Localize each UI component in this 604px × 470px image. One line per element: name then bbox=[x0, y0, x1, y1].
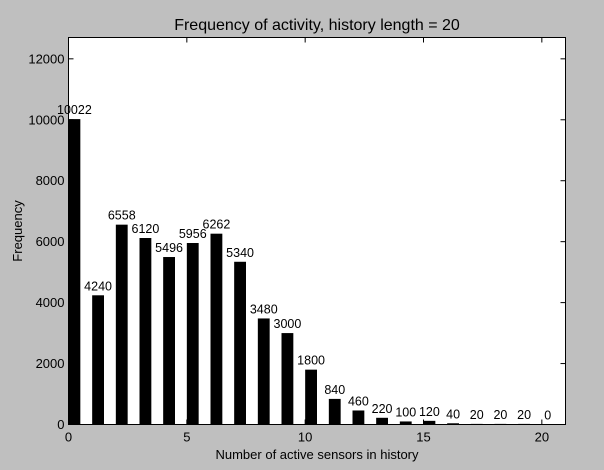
x-axis-ticks: 0 5 10 15 20 bbox=[65, 37, 549, 445]
bar bbox=[139, 238, 152, 425]
bar bbox=[494, 423, 507, 425]
bar bbox=[423, 420, 436, 425]
x-tick-label: 10 bbox=[298, 430, 312, 445]
data-label: 220 bbox=[372, 402, 393, 416]
x-tick-label: 20 bbox=[535, 430, 549, 445]
data-label: 840 bbox=[324, 383, 345, 397]
chart-title: Frequency of activity, history length = … bbox=[174, 17, 460, 34]
data-label: 3480 bbox=[250, 302, 278, 316]
bar bbox=[210, 233, 223, 425]
bar bbox=[518, 423, 530, 425]
data-label: 5956 bbox=[179, 227, 207, 241]
bar bbox=[234, 261, 246, 425]
y-tick-label: 2000 bbox=[36, 356, 65, 371]
data-label: 100 bbox=[395, 405, 416, 419]
data-label: 20 bbox=[493, 408, 507, 422]
x-tick-label: 0 bbox=[65, 430, 72, 445]
y-tick-label: 10000 bbox=[28, 112, 64, 127]
y-tick-label: 12000 bbox=[28, 51, 64, 66]
data-label: 0 bbox=[544, 409, 551, 423]
data-label: 5340 bbox=[226, 246, 254, 260]
bar bbox=[186, 243, 199, 425]
x-axis-label: Number of active sensors in history bbox=[215, 447, 419, 462]
y-tick-label: 4000 bbox=[36, 295, 65, 310]
data-label: 4240 bbox=[84, 279, 112, 293]
bar bbox=[447, 423, 459, 425]
bar bbox=[115, 224, 128, 425]
data-label: 40 bbox=[446, 407, 460, 421]
data-label: 10022 bbox=[57, 103, 92, 117]
y-axis-label: Frequency bbox=[10, 200, 25, 262]
bar bbox=[376, 417, 388, 425]
bar bbox=[328, 398, 341, 425]
data-label: 20 bbox=[470, 408, 484, 422]
data-label: 6558 bbox=[108, 209, 136, 223]
y-tick-label: 6000 bbox=[36, 234, 65, 249]
y-tick-label: 0 bbox=[57, 417, 64, 432]
data-label: 6262 bbox=[203, 218, 231, 232]
bar bbox=[352, 410, 365, 425]
bar bbox=[163, 257, 175, 425]
bars bbox=[68, 119, 530, 425]
data-label: 120 bbox=[419, 405, 440, 419]
y-axis-ticks: 0 2000 4000 6000 8000 10000 12000 bbox=[28, 51, 566, 432]
bar bbox=[470, 423, 483, 425]
bar bbox=[305, 369, 317, 425]
bar bbox=[257, 318, 270, 425]
x-tick-label: 15 bbox=[416, 430, 430, 445]
data-label: 20 bbox=[517, 408, 531, 422]
bar bbox=[399, 421, 412, 425]
data-label: 5496 bbox=[155, 241, 183, 255]
bar bbox=[92, 295, 104, 425]
data-label: 460 bbox=[348, 394, 369, 408]
x-tick-label: 5 bbox=[183, 430, 190, 445]
bar bbox=[281, 333, 294, 425]
data-label: 3000 bbox=[274, 317, 302, 331]
y-tick-label: 8000 bbox=[36, 173, 65, 188]
data-label: 1800 bbox=[297, 354, 325, 368]
bar bbox=[68, 119, 81, 425]
data-label: 6120 bbox=[132, 222, 160, 236]
